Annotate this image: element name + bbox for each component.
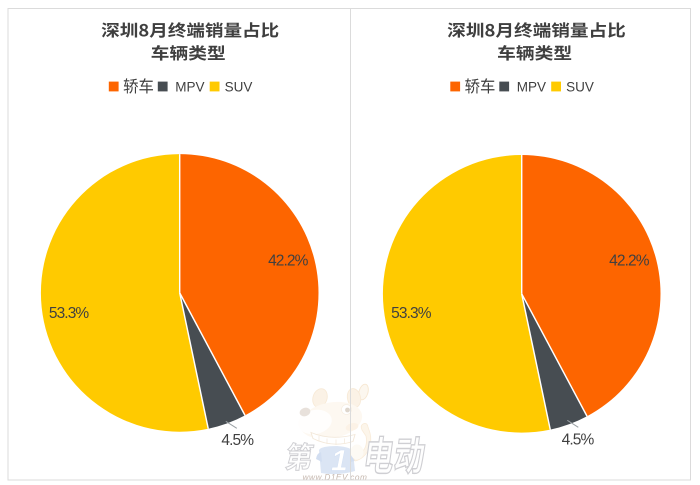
svg-text:53.3%: 53.3% (391, 305, 432, 322)
svg-text:www.D1EV.com: www.D1EV.com (303, 472, 368, 482)
svg-text:MPV: MPV (517, 79, 546, 94)
svg-text:4.5%: 4.5% (221, 432, 254, 449)
svg-text:1: 1 (331, 445, 348, 478)
svg-text:42.2%: 42.2% (268, 252, 309, 269)
svg-text:MPV: MPV (175, 79, 204, 94)
svg-text:SUV: SUV (225, 79, 253, 94)
svg-text:SUV: SUV (566, 79, 594, 94)
svg-text:4.5%: 4.5% (562, 431, 595, 448)
svg-text:42.2%: 42.2% (609, 253, 650, 270)
svg-text:53.3%: 53.3% (49, 305, 90, 322)
